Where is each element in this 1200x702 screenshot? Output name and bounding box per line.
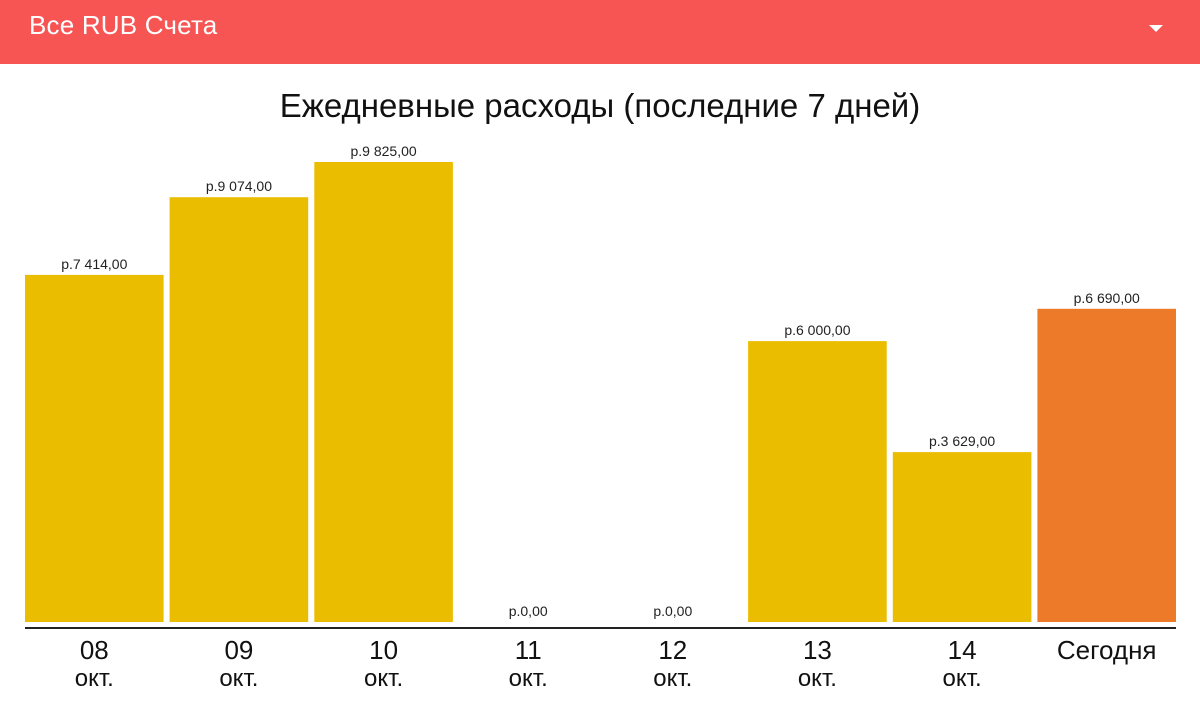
bar-value-label-5: р.6 000,00 xyxy=(784,322,850,338)
account-selector[interactable]: Все RUB Счета xyxy=(29,10,218,40)
x-tick-label-3: 11 xyxy=(515,635,542,665)
x-tick-sublabel-4: окт. xyxy=(653,665,692,692)
bar-6 xyxy=(892,452,1032,622)
bar-2 xyxy=(314,162,453,622)
x-tick-sublabel-6: окт. xyxy=(943,665,982,692)
x-tick-sublabel-5: окт. xyxy=(798,665,837,692)
x-tick-sublabel-2: окт. xyxy=(364,665,403,692)
bar-value-label-2: р.9 825,00 xyxy=(351,143,417,159)
bar-value-label-4: р.0,00 xyxy=(653,603,692,619)
bar-1 xyxy=(169,197,309,622)
x-tick-sublabel-1: окт. xyxy=(219,665,258,692)
x-tick-label-1: 09 xyxy=(224,635,253,665)
bar-0 xyxy=(25,274,164,622)
x-tick-label-7: Сегодня xyxy=(1057,635,1157,665)
x-tick-label-4: 12 xyxy=(658,635,687,665)
bar-value-label-1: р.9 074,00 xyxy=(206,178,272,194)
bar-7 xyxy=(1037,308,1176,622)
bar-value-label-3: р.0,00 xyxy=(509,603,548,619)
app-header: Все RUB Счета xyxy=(0,0,1200,64)
x-tick-label-6: 14 xyxy=(948,635,977,665)
bar-5 xyxy=(748,341,887,622)
arrow-drop-down-icon[interactable] xyxy=(1142,14,1170,42)
x-tick-label-5: 13 xyxy=(803,635,832,665)
bar-value-label-7: р.6 690,00 xyxy=(1074,290,1140,306)
x-tick-sublabel-0: окт. xyxy=(75,665,114,692)
bar-value-label-0: р.7 414,00 xyxy=(61,256,127,272)
bar-value-label-6: р.3 629,00 xyxy=(929,433,995,449)
x-tick-label-2: 10 xyxy=(369,635,398,665)
x-tick-sublabel-3: окт. xyxy=(509,665,548,692)
x-tick-label-0: 08 xyxy=(80,635,109,665)
chart-title: Ежедневные расходы (последние 7 дней) xyxy=(279,87,921,124)
